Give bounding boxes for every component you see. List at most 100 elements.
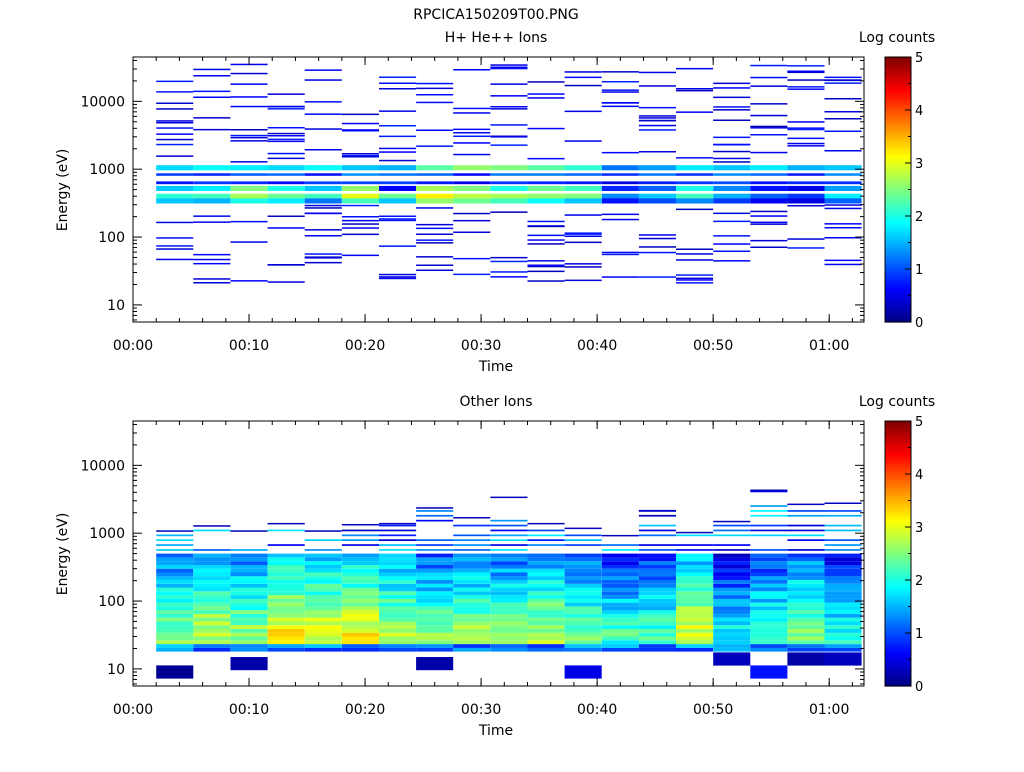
heatmap-cell xyxy=(564,640,602,645)
heatmap-cell xyxy=(230,553,268,558)
heatmap-cell xyxy=(453,580,491,584)
heatmap-cell xyxy=(416,264,454,266)
heatmap-cell xyxy=(453,544,491,546)
heatmap-cell xyxy=(824,514,862,517)
heatmap-cell xyxy=(267,587,305,592)
heatmap-cell xyxy=(193,193,231,199)
colorbar-segment xyxy=(885,165,911,169)
colorbar-segment xyxy=(885,287,911,291)
heatmap-cell xyxy=(824,544,862,546)
colorbar-tick-label: 0 xyxy=(915,680,923,695)
heatmap-cell xyxy=(416,549,454,551)
heatmap-cell xyxy=(638,568,676,573)
heatmap-cell xyxy=(527,127,565,130)
heatmap-cell xyxy=(453,583,491,588)
heatmap-cell xyxy=(267,127,305,129)
heatmap-cell xyxy=(638,106,676,109)
heatmap-cell xyxy=(267,613,305,618)
colorbar-segment xyxy=(885,149,911,153)
heatmap-cell xyxy=(156,108,194,110)
heatmap-cell xyxy=(824,185,862,191)
heatmap-cell xyxy=(341,617,379,622)
heatmap-cell xyxy=(379,147,417,150)
heatmap-cell xyxy=(564,553,602,558)
heatmap-cell xyxy=(304,181,342,185)
heatmap-cell xyxy=(416,625,454,629)
heatmap-cell xyxy=(453,557,491,562)
heatmap-cell xyxy=(490,165,528,171)
heatmap-cell xyxy=(713,250,751,252)
heatmap-cell xyxy=(379,273,417,276)
heatmap-cell xyxy=(527,572,565,577)
heatmap-cell xyxy=(156,237,194,239)
heatmap-cell xyxy=(750,549,788,551)
heatmap-cell xyxy=(193,591,231,596)
heatmap-cell xyxy=(601,606,639,611)
colorbar-segment xyxy=(885,675,911,679)
colorbar-segment xyxy=(885,75,911,79)
heatmap-cell xyxy=(676,625,714,629)
colorbar-segment xyxy=(885,200,911,204)
colorbar-segment xyxy=(885,466,911,470)
heatmap-cell xyxy=(156,181,194,185)
x-axis-label: Time xyxy=(478,359,513,375)
colorbar-segment xyxy=(885,67,911,71)
heatmap-cell xyxy=(676,544,714,546)
heatmap-cell xyxy=(379,576,417,580)
heatmap-cell xyxy=(193,96,231,98)
y-axis-label: Energy (eV) xyxy=(55,149,71,232)
heatmap-cell xyxy=(341,154,379,157)
heatmap-cell xyxy=(750,647,788,652)
heatmap-cell xyxy=(490,557,528,562)
plot-axes: 00:00 00:10 00:20 00:30 00:40 00:50 01:00 10 100… xyxy=(80,56,865,354)
heatmap-cell xyxy=(304,595,342,599)
heatmap-cell xyxy=(341,636,379,641)
heatmap-cell xyxy=(379,245,417,247)
heatmap-cell xyxy=(713,606,751,611)
heatmap-cell xyxy=(453,257,491,260)
heatmap-cell xyxy=(676,598,714,603)
heatmap-cell xyxy=(379,636,417,641)
heatmap-cell xyxy=(341,613,379,618)
heatmap-cell xyxy=(713,564,751,569)
heatmap-cell xyxy=(787,238,825,240)
heatmap-cell xyxy=(453,613,491,618)
heatmap-cell xyxy=(267,193,305,199)
heatmap-cell xyxy=(341,606,379,611)
heatmap-cell xyxy=(713,193,751,199)
heatmap-cell xyxy=(824,621,862,626)
heatmap-cell xyxy=(304,79,342,81)
heatmap-cell xyxy=(341,640,379,645)
heatmap-cell xyxy=(676,572,714,577)
heatmap-cell xyxy=(416,572,454,577)
heatmap-cell xyxy=(713,87,751,89)
colorbar-segment xyxy=(885,184,911,188)
heatmap-cell xyxy=(341,529,379,532)
heatmap-cell xyxy=(304,204,342,207)
heatmap-cell xyxy=(601,165,639,171)
heatmap-cell xyxy=(341,576,379,580)
heatmap-cell xyxy=(638,251,676,254)
heatmap-cell xyxy=(750,557,788,562)
colorbar-segment xyxy=(885,192,911,196)
heatmap-cell xyxy=(676,647,714,652)
heatmap-cell xyxy=(787,580,825,584)
heatmap-cell xyxy=(564,629,602,633)
heatmap-cell xyxy=(267,625,305,629)
colorbar-segment xyxy=(885,298,911,302)
heatmap-cell xyxy=(379,583,417,588)
heatmap-cell xyxy=(193,568,231,573)
heatmap-cell xyxy=(230,625,268,629)
heatmap-cell xyxy=(379,629,417,633)
heatmap-cell xyxy=(787,514,825,517)
heatmap-cell xyxy=(490,617,528,622)
heatmap-cell xyxy=(824,207,862,210)
heatmap-cell xyxy=(156,198,194,204)
heatmap-cell xyxy=(676,282,714,284)
colorbar-segment xyxy=(885,136,911,140)
heatmap-cell xyxy=(193,606,231,611)
heatmap-cell xyxy=(713,524,751,527)
heatmap-cell xyxy=(750,636,788,641)
heatmap-cell xyxy=(713,544,751,546)
heatmap-cell xyxy=(527,591,565,596)
